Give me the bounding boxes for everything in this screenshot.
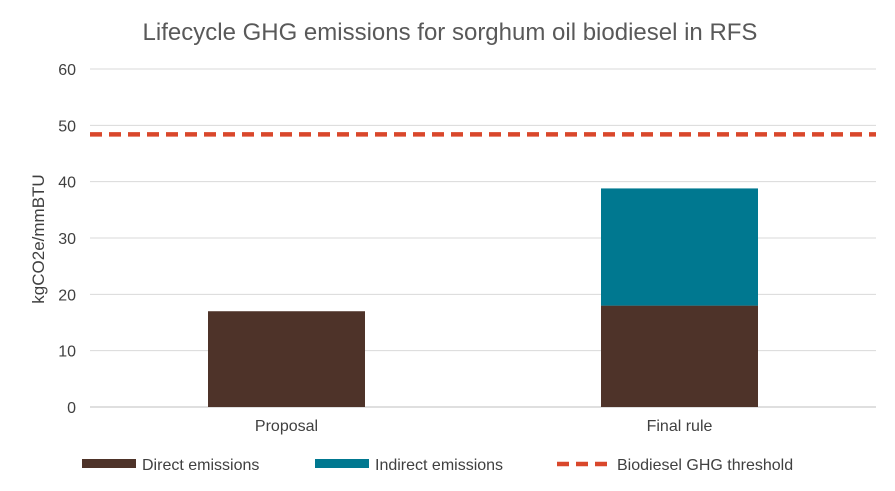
legend-swatch-indirect xyxy=(315,459,369,468)
bar-indirect-final-rule xyxy=(601,188,758,306)
category-label: Final rule xyxy=(647,418,713,435)
chart-title: Lifecycle GHG emissions for sorghum oil … xyxy=(143,19,758,46)
bars xyxy=(208,188,758,407)
y-tick-label: 30 xyxy=(58,231,76,248)
legend-label-threshold: Biodiesel GHG threshold xyxy=(617,457,793,474)
category-label: Proposal xyxy=(255,418,318,435)
y-tick-label: 0 xyxy=(67,400,76,417)
legend-label-direct: Direct emissions xyxy=(142,457,259,474)
category-labels: Proposal Final rule xyxy=(255,418,713,435)
y-tick-label: 60 xyxy=(58,62,76,79)
legend-label-indirect: Indirect emissions xyxy=(375,457,503,474)
y-tick-label: 50 xyxy=(58,118,76,135)
y-tick-labels: 0 10 20 30 40 50 60 xyxy=(58,62,76,417)
y-tick-label: 10 xyxy=(58,344,76,361)
legend-swatch-direct xyxy=(82,459,136,468)
legend: Direct emissions Indirect emissions Biodie… xyxy=(82,457,793,474)
bar-direct-proposal xyxy=(208,311,365,407)
y-tick-label: 20 xyxy=(58,287,76,304)
bar-direct-final-rule xyxy=(601,305,758,407)
y-tick-label: 40 xyxy=(58,175,76,192)
gridlines xyxy=(90,68,876,408)
y-axis-label: kgCO2e/mmBTU xyxy=(29,174,48,303)
